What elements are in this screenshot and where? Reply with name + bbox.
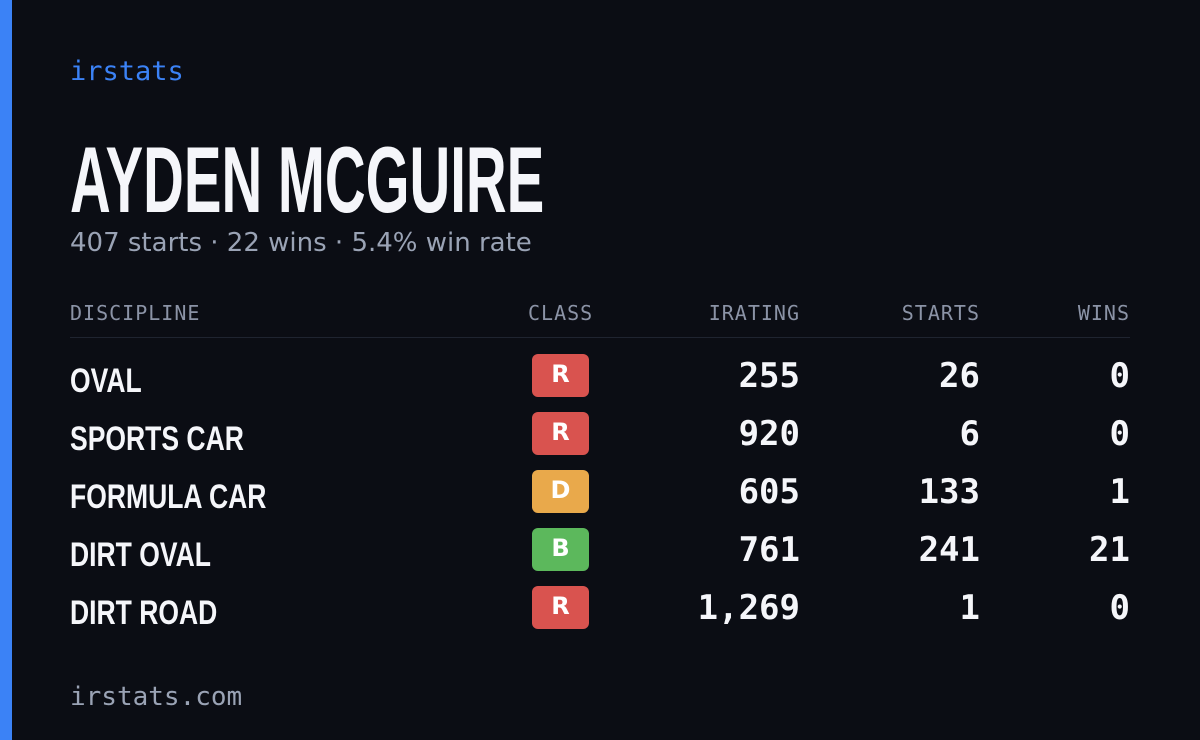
driver-name: AYDEN MCGUIRE bbox=[70, 127, 545, 232]
stat-value: 605 bbox=[738, 472, 800, 512]
stat-value: 255 bbox=[738, 356, 800, 396]
stat-value: 1 bbox=[959, 588, 980, 628]
column-header: CLASS bbox=[528, 301, 594, 325]
discipline: OVAL bbox=[70, 362, 142, 400]
class-badge: R bbox=[532, 412, 589, 455]
accent-bar bbox=[0, 0, 12, 740]
discipline: DIRT ROAD bbox=[70, 594, 218, 632]
stat-value: 6 bbox=[959, 414, 980, 454]
stat-value: 26 bbox=[939, 356, 980, 396]
column-header: WINS bbox=[1077, 301, 1130, 325]
stat-value: 241 bbox=[918, 530, 980, 570]
discipline: FORMULA CAR bbox=[70, 478, 267, 516]
class-badge: B bbox=[532, 528, 589, 571]
discipline: DIRT OVAL bbox=[70, 536, 211, 574]
stat-value: 920 bbox=[738, 414, 800, 454]
stat-value: 0 bbox=[1109, 356, 1130, 396]
stat-value: 1 bbox=[1109, 472, 1130, 512]
class-badge: D bbox=[532, 470, 589, 513]
stat-value: 761 bbox=[738, 530, 800, 570]
stat-value: 0 bbox=[1109, 414, 1130, 454]
driver-summary: 407 starts · 22 wins · 5.4% win rate bbox=[70, 228, 532, 258]
brand: irstats bbox=[70, 56, 184, 87]
divider bbox=[70, 337, 1130, 338]
class-badge: R bbox=[532, 354, 589, 397]
discipline: SPORTS CAR bbox=[70, 420, 244, 458]
stat-value: 1,269 bbox=[697, 588, 800, 628]
stat-value: 133 bbox=[918, 472, 980, 512]
stat-value: 0 bbox=[1109, 588, 1130, 628]
footer-link: irstats.com bbox=[70, 682, 243, 712]
column-header: DISCIPLINE bbox=[70, 301, 201, 325]
column-header: STARTS bbox=[901, 301, 980, 325]
column-header: IRATING bbox=[708, 301, 800, 325]
class-badge: R bbox=[532, 586, 589, 629]
stat-value: 21 bbox=[1089, 530, 1130, 570]
